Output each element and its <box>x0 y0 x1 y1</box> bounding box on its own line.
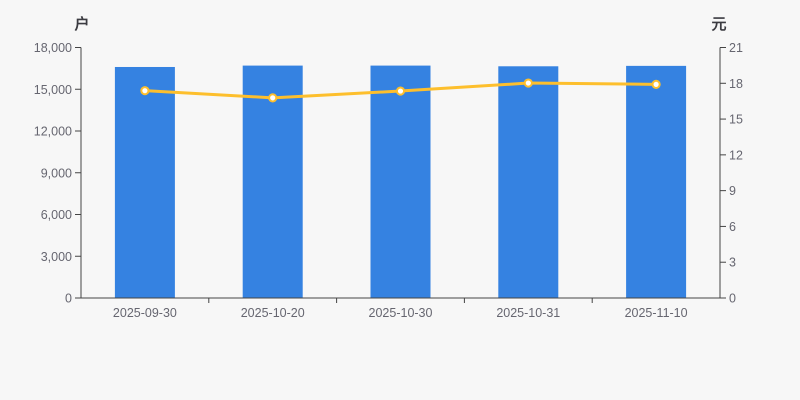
price-point-2025-10-31[interactable] <box>523 78 533 88</box>
left-axis-tick-label: 9,000 <box>41 166 72 180</box>
x-axis-category-label: 2025-10-20 <box>241 306 305 320</box>
left-axis-tick-label: 0 <box>65 292 72 306</box>
left-axis-tick-label: 3,000 <box>41 250 72 264</box>
left-axis-tick-label: 6,000 <box>41 208 72 222</box>
right-axis-tick-label: 15 <box>729 113 743 127</box>
bar-2025-09-30[interactable] <box>114 66 175 298</box>
left-axis-tick-label: 12,000 <box>34 125 72 139</box>
bar-2025-10-20[interactable] <box>242 65 303 298</box>
x-axis-category-label: 2025-10-31 <box>496 306 560 320</box>
right-axis-tick-label: 0 <box>729 292 736 306</box>
left-axis-unit-label: 户 <box>74 15 89 33</box>
right-axis-tick-label: 6 <box>729 220 736 234</box>
right-axis-tick-label: 3 <box>729 256 736 270</box>
bar-2025-11-10[interactable] <box>626 65 687 299</box>
right-axis-tick-label: 12 <box>729 148 743 162</box>
right-axis-tick-label: 18 <box>729 77 743 91</box>
price-point-2025-11-10[interactable] <box>651 79 661 89</box>
x-axis-category-label: 2025-11-10 <box>625 306 688 320</box>
right-axis-tick-label: 21 <box>729 41 743 55</box>
bar-2025-10-30[interactable] <box>370 65 431 298</box>
right-axis-tick-label: 9 <box>729 184 736 198</box>
chart-plot-area: 18,000 15,000 12,000 9,000 6,000 3,000 0 21 18 15… <box>34 41 743 320</box>
left-axis-tick-label: 15,000 <box>34 83 72 97</box>
right-axis-unit-label: 元 <box>711 16 726 33</box>
price-point-2025-10-20[interactable] <box>268 93 278 103</box>
price-point-2025-09-30[interactable] <box>140 86 150 96</box>
x-axis-category-label: 2025-09-30 <box>113 306 177 320</box>
x-axis-category-label: 2025-10-30 <box>369 306 433 320</box>
bar-2025-10-31[interactable] <box>498 66 559 298</box>
price-point-2025-10-30[interactable] <box>395 86 406 96</box>
left-axis-tick-label: 18,000 <box>34 41 72 55</box>
